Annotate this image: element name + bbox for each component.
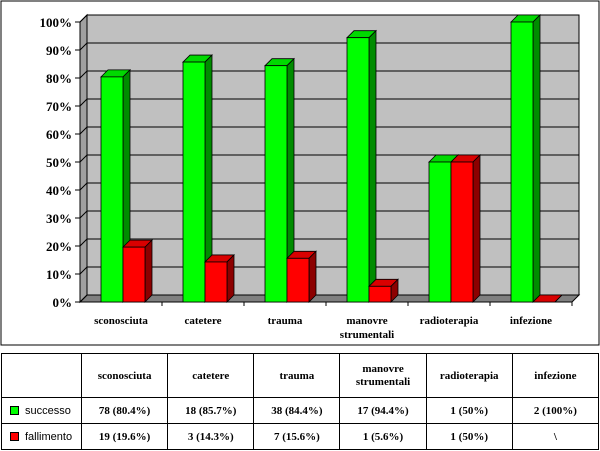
- bar-successo-5: [510, 21, 534, 303]
- bar-successo-3-side: [368, 29, 377, 303]
- x-tick-label: infezione: [510, 315, 552, 327]
- table-cell: 2 (100%): [511, 397, 600, 424]
- x-tick-label-line2: strumentali: [340, 329, 394, 341]
- y-tick-label: 10%: [46, 267, 72, 282]
- gridline: [79, 294, 579, 303]
- bar-fallimento-2-side: [308, 250, 317, 303]
- row-label-fallimento: fallimento: [1, 423, 82, 450]
- table-cell: 17 (94.4%): [339, 397, 427, 424]
- table-cell: 38 (84.4%): [253, 397, 341, 424]
- bar-successo-1: [182, 61, 206, 303]
- chart-border: [0, 0, 600, 346]
- plot-floor: [78, 294, 581, 303]
- bar-successo-3: [346, 37, 370, 303]
- table-cell: 1 (5.6%): [339, 423, 427, 450]
- table-cell: \: [511, 423, 600, 450]
- legend-swatch-fallimento: [10, 432, 19, 442]
- table-row: successo 78 (80.4%) 18 (85.7%) 38 (84.4%…: [1, 397, 600, 424]
- table-row: fallimento 19 (19.6%) 3 (14.3%) 7 (15.6%…: [1, 423, 600, 450]
- bar-successo-5-side: [532, 14, 541, 303]
- bar-fallimento-4-side: [472, 154, 481, 303]
- bar-fallimento-1: [204, 261, 228, 303]
- y-tick-label: 80%: [46, 71, 72, 86]
- gridline: [79, 98, 579, 107]
- table-header-cell: manovre strumentali: [339, 353, 427, 398]
- bar-fallimento-4: [450, 161, 474, 303]
- table-cell: 7 (15.6%): [253, 423, 341, 450]
- row-label-text: fallimento: [25, 430, 73, 443]
- table-cell: 1 (50%): [425, 397, 513, 424]
- gridline: [79, 182, 579, 191]
- legend-swatch-successo: [10, 406, 19, 416]
- table-corner-cell: [1, 353, 82, 398]
- table-header-row: sconosciuta catetere trauma manovre stru…: [1, 353, 600, 398]
- table-header-cell: trauma: [253, 353, 341, 398]
- y-tick-label: 100%: [40, 15, 73, 30]
- x-tick-label: sconosciuta: [94, 315, 148, 327]
- table-header-cell: catetere: [167, 353, 255, 398]
- y-tick-label: 70%: [46, 99, 72, 114]
- table-cell: 78 (80.4%): [80, 397, 169, 424]
- table-header-cell: infezione: [511, 353, 600, 398]
- header-manovre: manovre strumentali: [355, 362, 411, 388]
- x-tick-label: catetere: [184, 315, 221, 327]
- table-cell: 1 (50%): [425, 423, 513, 450]
- gridline: [79, 126, 579, 135]
- x-tick-label: manovre: [346, 315, 387, 327]
- table-cell: 19 (19.6%): [80, 423, 169, 450]
- gridline: [79, 238, 579, 247]
- gridline: [79, 42, 579, 51]
- x-tick-label: trauma: [268, 315, 303, 327]
- gridline: [79, 14, 579, 23]
- y-tick-label: 60%: [46, 127, 72, 142]
- bar-fallimento-1-side: [226, 253, 235, 303]
- table-cell: 18 (85.7%): [167, 397, 255, 424]
- bar-fallimento-0: [122, 246, 146, 303]
- y-tick-label: 30%: [46, 211, 72, 226]
- table-header-cell: radioterapia: [425, 353, 513, 398]
- bar-successo-0: [100, 76, 124, 303]
- y-tick-label: 50%: [46, 155, 72, 170]
- bar-chart: 0% 10% 20% 30% 40% 50% 60% 70% 80% 90% 100% sconosc…: [0, 0, 600, 346]
- bar-fallimento-0-side: [144, 239, 153, 303]
- data-table: sconosciuta catetere trauma manovre stru…: [1, 353, 600, 450]
- x-tick-label: radioterapia: [420, 315, 479, 327]
- bar-fallimento-2: [286, 257, 310, 303]
- y-tick-label: 0%: [53, 295, 73, 310]
- bar-successo-2: [264, 65, 288, 303]
- bar-fallimento-3: [368, 285, 392, 303]
- table-cell: 3 (14.3%): [167, 423, 255, 450]
- gridline: [79, 210, 579, 219]
- row-label-text: successo: [25, 404, 71, 417]
- bar-successo-4: [428, 161, 452, 303]
- y-tick-label: 90%: [46, 43, 72, 58]
- table-header-cell: sconosciuta: [80, 353, 169, 398]
- gridline: [79, 70, 579, 79]
- gridline: [79, 154, 579, 163]
- y-tick-label: 20%: [46, 239, 72, 254]
- y-tick-label: 40%: [46, 183, 72, 198]
- gridline: [79, 266, 579, 275]
- bar-fallimento-5-side: [554, 294, 563, 303]
- row-label-successo: successo: [1, 397, 82, 424]
